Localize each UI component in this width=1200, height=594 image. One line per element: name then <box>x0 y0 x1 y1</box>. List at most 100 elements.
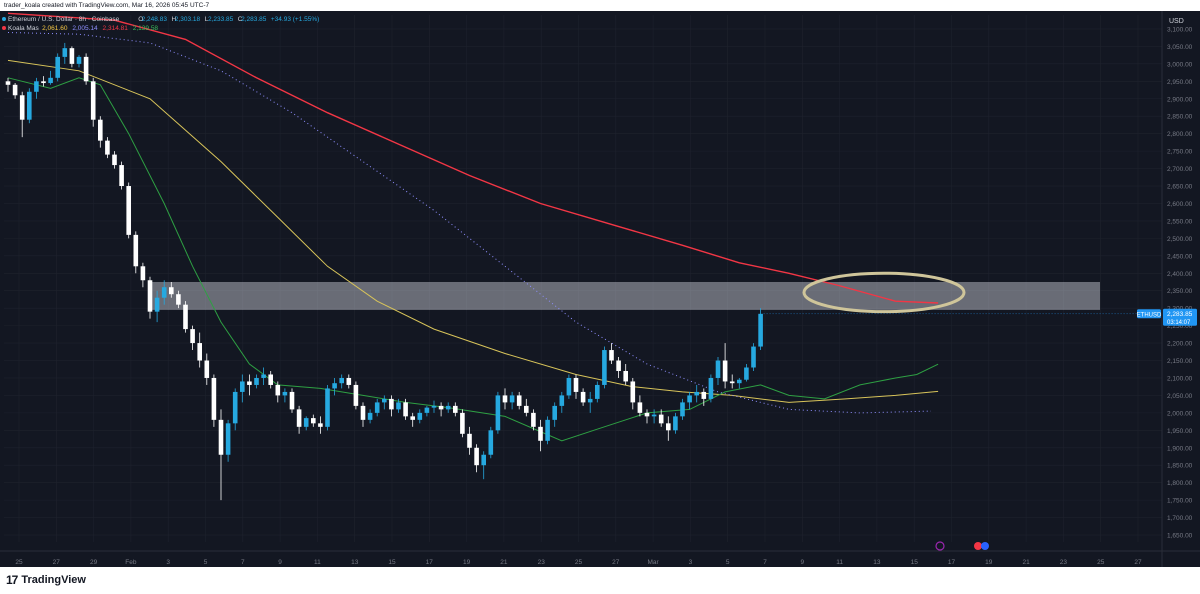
candle-body <box>453 405 458 413</box>
candle-body <box>5 81 11 85</box>
y-tick-label: 2,650.00 <box>1167 184 1193 191</box>
candle-body <box>161 287 167 298</box>
candle <box>353 381 359 410</box>
candle-body <box>240 381 245 392</box>
candle-body <box>417 412 423 420</box>
currency-label: USD <box>1169 18 1184 25</box>
y-tick-label: 2,500.00 <box>1167 236 1193 243</box>
candle <box>708 374 714 403</box>
candle <box>403 398 408 420</box>
candle-body <box>587 398 593 403</box>
y-tick-label: 1,650.00 <box>1167 533 1193 540</box>
candle <box>218 409 224 501</box>
candle <box>396 398 401 413</box>
candle <box>509 391 515 410</box>
candle <box>176 290 181 309</box>
flag-icon <box>981 542 989 550</box>
candle-body <box>232 391 238 424</box>
candle-body <box>154 297 160 312</box>
legend-ohlc-label: L <box>205 16 209 23</box>
candle <box>69 46 75 68</box>
y-tick-label: 2,200.00 <box>1167 341 1193 348</box>
candle-body <box>254 377 259 385</box>
symbol-tag-bg <box>1137 309 1161 319</box>
y-tick-label: 1,700.00 <box>1167 515 1193 522</box>
y-tick-label: 2,050.00 <box>1167 393 1193 400</box>
candle-body <box>19 95 25 120</box>
x-tick-label: 27 <box>53 559 61 566</box>
candle <box>211 374 217 427</box>
candle-body <box>176 294 181 305</box>
x-tick-label: 19 <box>463 559 471 566</box>
candle-body <box>545 419 550 441</box>
candle-body <box>495 395 501 431</box>
legend-symbol: Ethereum / U.S. Dollar · 8h · Coinbase <box>8 16 120 23</box>
candle-body <box>27 91 32 120</box>
highlight-circle <box>802 271 966 314</box>
candle-body <box>595 384 600 399</box>
candle <box>587 391 593 413</box>
candle <box>204 353 210 385</box>
x-tick-label: 21 <box>1022 559 1030 566</box>
candle-body <box>296 409 302 427</box>
brand-name: TradingView <box>21 574 86 586</box>
candle <box>453 402 458 417</box>
candle <box>552 402 557 427</box>
x-tick-label: Feb <box>125 559 137 566</box>
candle-body <box>630 381 636 403</box>
candle-body <box>751 346 756 368</box>
candle <box>55 53 60 82</box>
moving-average-line <box>7 12 939 304</box>
candle <box>98 116 103 148</box>
candlestick-chart[interactable]: 3,100.00 3,050.00 3,000.00 2,950.00 2,900.00… <box>0 11 1200 567</box>
candle-body <box>346 377 352 385</box>
candle-body <box>396 402 401 410</box>
y-tick-label: 2,600.00 <box>1167 201 1193 208</box>
candle-body <box>687 395 692 403</box>
candle-body <box>12 84 18 96</box>
candle-body <box>715 360 721 378</box>
candle-body <box>98 119 103 141</box>
candle <box>261 367 266 385</box>
candle <box>90 77 96 127</box>
y-tick-label: 2,850.00 <box>1167 114 1193 121</box>
legend-ohlc-value: 2,248.83 <box>142 16 168 23</box>
candle <box>48 70 53 85</box>
candle <box>119 161 124 190</box>
flag-icon <box>974 542 982 550</box>
y-tick-label: 2,700.00 <box>1167 166 1193 173</box>
tradingview-logo[interactable]: 17 TradingView <box>6 573 86 587</box>
candle <box>495 391 501 434</box>
x-tick-label: 25 <box>15 559 23 566</box>
moving-average-line <box>7 59 939 403</box>
candle-body <box>119 165 124 187</box>
candle-body <box>708 377 714 399</box>
x-tick-label: 7 <box>763 559 767 566</box>
candle <box>616 357 621 378</box>
candle-body <box>55 56 60 78</box>
candle <box>545 416 550 445</box>
y-tick-label: 2,000.00 <box>1167 410 1193 417</box>
candle <box>637 395 643 417</box>
y-tick-label: 1,900.00 <box>1167 445 1193 452</box>
candle-body <box>552 405 557 420</box>
candle <box>694 384 699 403</box>
candle <box>34 77 39 99</box>
candle-body <box>403 402 408 417</box>
chart-area[interactable]: 3,100.00 3,050.00 3,000.00 2,950.00 2,900.00… <box>0 11 1200 567</box>
candle <box>595 381 600 403</box>
candle-body <box>41 81 46 84</box>
y-tick-label: 1,800.00 <box>1167 480 1193 487</box>
brand-bar: 17 TradingView <box>0 567 1200 594</box>
candle-body <box>247 381 252 385</box>
candle-body <box>105 140 110 155</box>
indicator-value: 2,061.60 <box>42 25 68 32</box>
y-tick-label: 2,450.00 <box>1167 253 1193 260</box>
candle <box>460 409 465 438</box>
candle <box>680 398 685 420</box>
candle-body <box>559 395 565 406</box>
candle <box>722 343 728 389</box>
candle <box>268 370 273 389</box>
candle <box>701 388 707 406</box>
candle <box>240 374 245 403</box>
